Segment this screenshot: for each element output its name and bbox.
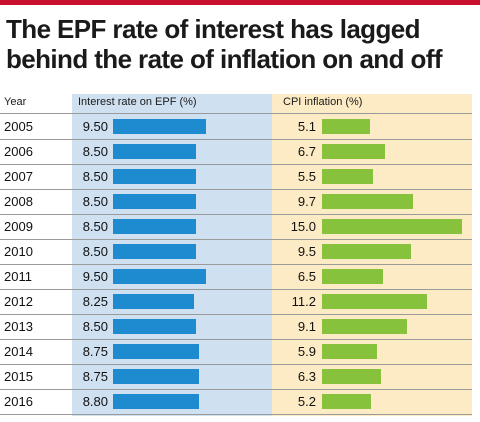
cpi-bar [322,244,411,259]
epf-bar [113,369,199,384]
cpi-value-label: 6.3 [297,369,316,384]
table-row: 2009 8.50 15.0 [0,214,472,239]
cpi-bar [322,394,371,409]
year-label: 2009 [4,219,33,234]
cpi-bar [322,219,462,234]
epf-bar [113,344,199,359]
epf-bar [113,269,206,284]
row-divider [0,389,472,390]
cpi-bar [322,119,370,134]
cpi-value-label: 5.9 [297,344,316,359]
row-divider [0,414,472,415]
year-label: 2014 [4,344,33,359]
epf-bar [113,319,196,334]
cpi-value-label: 5.1 [297,119,316,134]
epf-value-label: 8.75 [82,344,108,359]
table-row: 2008 8.50 9.7 [0,189,472,214]
table-row: 2011 9.50 6.5 [0,264,472,289]
table-row: 2005 9.50 5.1 [0,114,472,139]
epf-value-label: 8.25 [82,294,108,309]
cpi-bar [322,319,407,334]
year-label: 2015 [4,369,33,384]
year-label: 2013 [4,319,33,334]
epf-bar [113,294,194,309]
chart-title: The EPF rate of interest has lagged behi… [6,14,443,74]
row-divider [0,239,472,240]
cpi-bar [322,369,381,384]
cpi-value-label: 6.7 [297,144,316,159]
cpi-bar [322,294,427,309]
table-row: 2015 8.75 6.3 [0,364,472,389]
cpi-bar [322,194,413,209]
year-label: 2005 [4,119,33,134]
epf-bar [113,169,196,184]
epf-bar [113,219,196,234]
year-column-header: Year [4,96,27,108]
row-divider [0,139,472,140]
epf-value-label: 8.75 [82,369,108,384]
cpi-value-label: 9.7 [297,194,316,209]
epf-bar [113,244,196,259]
epf-bar [113,144,196,159]
cpi-value-label: 15.0 [290,219,316,234]
row-divider [0,189,472,190]
table-row: 2006 8.50 6.7 [0,139,472,164]
table-row: 2012 8.25 11.2 [0,289,472,314]
cpi-value-label: 6.5 [297,269,316,284]
row-divider [0,289,472,290]
cpi-bar [322,344,377,359]
epf-value-label: 8.50 [82,194,108,209]
cpi-bar [322,269,383,284]
year-label: 2006 [4,144,33,159]
row-divider [0,364,472,365]
row-divider [0,214,472,215]
epf-bar [113,194,196,209]
epf-value-label: 8.50 [82,144,108,159]
epf-value-label: 8.50 [82,244,108,259]
epf-value-label: 9.50 [82,119,108,134]
row-divider [0,264,472,265]
table-row: 2010 8.50 9.5 [0,239,472,264]
table-row: 2014 8.75 5.9 [0,339,472,364]
cpi-value-label: 5.5 [297,169,316,184]
year-label: 2012 [4,294,33,309]
row-divider [0,164,472,165]
epf-value-label: 8.80 [82,394,108,409]
year-label: 2007 [4,169,33,184]
epf-value-label: 8.50 [82,219,108,234]
cpi-value-label: 9.5 [297,244,316,259]
epf-bar [113,394,199,409]
epf-bar [113,119,206,134]
cpi-value-label: 9.1 [297,319,316,334]
epf-value-label: 8.50 [82,169,108,184]
row-divider [0,314,472,315]
epf-value-label: 9.50 [82,269,108,284]
row-divider [0,339,472,340]
year-label: 2011 [4,269,32,284]
year-label: 2008 [4,194,33,209]
year-label: 2010 [4,244,33,259]
table-row: 2016 8.80 5.2 [0,389,472,414]
table-row: 2013 8.50 9.1 [0,314,472,339]
top-accent-bar [0,0,480,5]
cpi-column-header: CPI inflation (%) [283,96,363,108]
epf-column-header: Interest rate on EPF (%) [78,96,197,108]
epf-value-label: 8.50 [82,319,108,334]
cpi-bar [322,169,373,184]
cpi-value-label: 11.2 [291,294,316,309]
cpi-bar [322,144,385,159]
chart-table: Year Interest rate on EPF (%) CPI inflat… [0,94,480,422]
table-row: 2007 8.50 5.5 [0,164,472,189]
header-rule [0,113,472,114]
year-label: 2016 [4,394,33,409]
cpi-value-label: 5.2 [297,394,316,409]
